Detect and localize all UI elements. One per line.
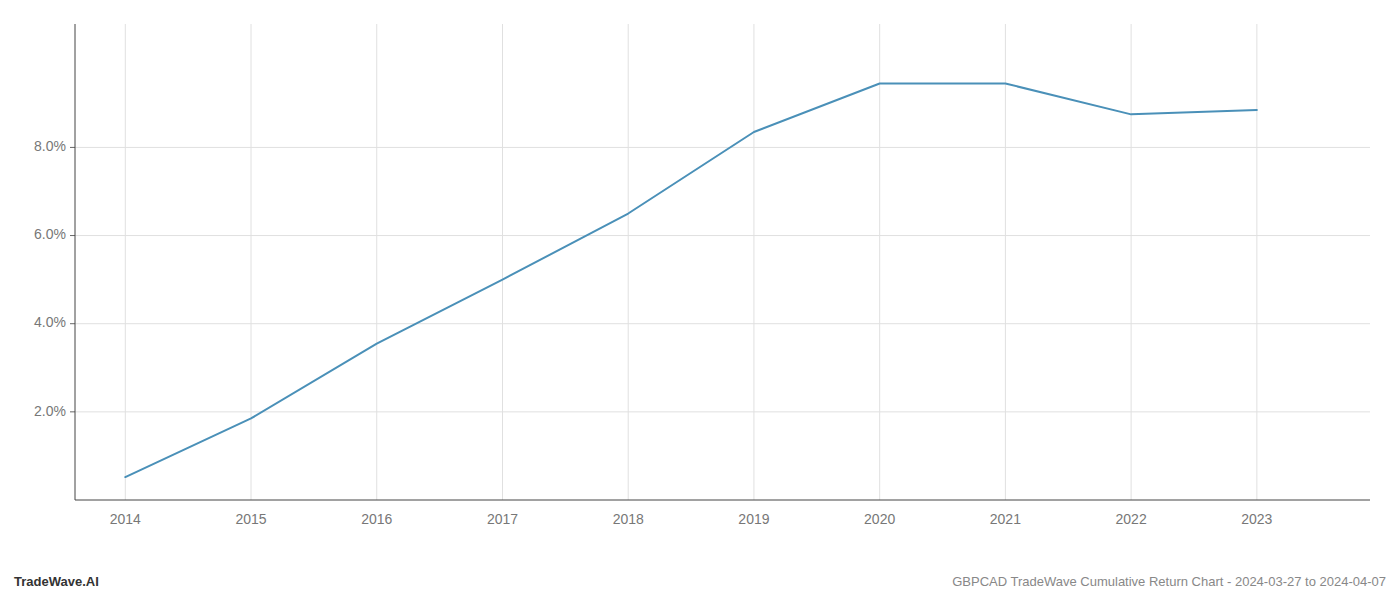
y-tick (70, 235, 75, 236)
x-tick-label: 2019 (738, 511, 769, 527)
y-tick (70, 411, 75, 412)
x-tick-label: 2017 (487, 511, 518, 527)
y-tick (70, 147, 75, 148)
line (125, 84, 1257, 478)
x-grid-line (251, 24, 252, 500)
x-tick-label: 2020 (864, 511, 895, 527)
x-grid-line (1005, 24, 1006, 500)
y-grid-line (75, 411, 1370, 412)
x-grid-line (753, 24, 754, 500)
chart-svg: 2.0% 4.0% 6.0% 8.0% 2014 2015 2016 2017 2018 2019… (0, 0, 1400, 600)
y-grid-line (75, 323, 1370, 324)
x-tick-label: 2015 (235, 511, 266, 527)
y-axis-line (75, 24, 76, 500)
footer-right: GBPCAD TradeWave Cumulative Return Chart… (952, 574, 1386, 589)
y-tick-label: 8.0% (34, 138, 66, 154)
x-grid-line (125, 24, 126, 500)
x-grid-line (502, 24, 503, 500)
y-grid-line (75, 235, 1370, 236)
x-tick-label: 2023 (1241, 511, 1272, 527)
x-grid-line (1131, 24, 1132, 500)
x-grid-line (879, 24, 880, 500)
grid (75, 24, 1370, 500)
x-grid-line (1256, 24, 1257, 500)
x-tick-label: 2014 (110, 511, 141, 527)
chart-container: 2.0% 4.0% 6.0% 8.0% 2014 2015 2016 2017 2018 2019… (0, 0, 1400, 600)
plot-area (125, 84, 1257, 478)
x-tick-label: 2021 (990, 511, 1021, 527)
y-grid-line (75, 147, 1370, 148)
y-tick-label: 4.0% (34, 314, 66, 330)
y-tick-label: 6.0% (34, 226, 66, 242)
axes: 2.0% 4.0% 6.0% 8.0% 2014 2015 2016 2017 2018 2019… (34, 24, 1370, 527)
x-tick-label: 2018 (613, 511, 644, 527)
footer-left: TradeWave.AI (14, 574, 99, 589)
y-tick-label: 2.0% (34, 403, 66, 419)
x-tick-label: 2016 (361, 511, 392, 527)
x-grid-line (628, 24, 629, 500)
x-grid-line (376, 24, 377, 500)
x-axis-line (75, 500, 1370, 501)
y-tick (70, 323, 75, 324)
x-tick-label: 2022 (1116, 511, 1147, 527)
